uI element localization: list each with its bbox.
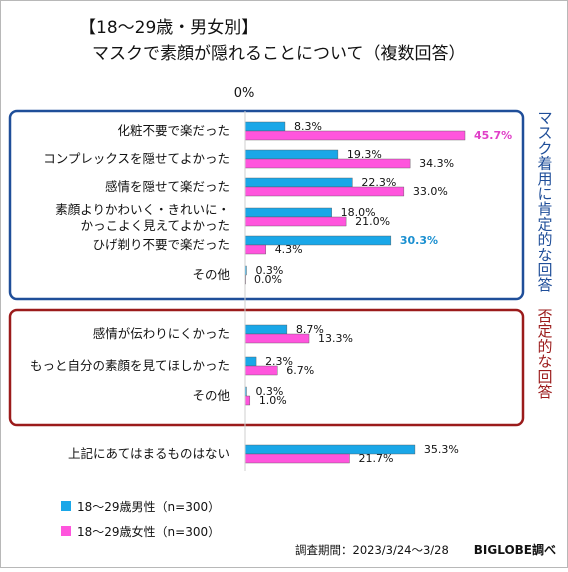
group-label: 否定的な回答: [537, 307, 552, 401]
value-label: 21.0%: [355, 215, 390, 228]
bar: [244, 356, 257, 367]
bar: [244, 216, 347, 227]
value-label: 8.3%: [294, 120, 322, 133]
value-label: 1.0%: [259, 394, 287, 407]
bar: [244, 324, 288, 335]
value-label: 34.3%: [419, 157, 454, 170]
group-label: マスク着用に肯定的な回答: [537, 109, 552, 294]
category-label: その他: [192, 267, 230, 282]
chart-title-line1: 【18〜29歳・男女別】: [79, 18, 258, 38]
legend-swatch-male: [61, 501, 71, 511]
bar: [244, 235, 392, 246]
value-label: 45.7%: [474, 129, 512, 142]
value-label: 0.3%: [255, 264, 283, 277]
value-label: 35.3%: [424, 443, 459, 456]
value-label: 4.3%: [275, 243, 303, 256]
zero-axis-label: 0%: [234, 86, 255, 101]
category-label: 感情を隠せて楽だった: [105, 179, 230, 194]
chart-title-line2: マスクで素顔が隠れることについて（複数回答）: [92, 44, 466, 64]
bar: [244, 453, 350, 464]
value-label: 6.7%: [286, 364, 314, 377]
value-label: 0.3%: [255, 385, 283, 398]
value-label: 30.3%: [400, 234, 438, 247]
value-label: 21.7%: [358, 452, 393, 465]
bar: [244, 207, 332, 218]
category-label: 感情が伝わりにくかった: [93, 326, 230, 341]
bar: [244, 177, 353, 188]
category-label: コンプレックスを隠せてよかった: [43, 151, 230, 166]
value-label: 33.0%: [413, 185, 448, 198]
value-label: 8.7%: [296, 323, 324, 336]
bar: [244, 244, 266, 255]
bar: [244, 158, 411, 169]
bar: [244, 149, 339, 160]
legend-label-male: 18〜29歳男性（n=300）: [77, 500, 220, 514]
value-label: 0.0%: [254, 273, 282, 286]
category-label: 化粧不要で楽だった: [117, 123, 230, 138]
value-label: 13.3%: [318, 332, 353, 345]
negative-group-box: [8, 308, 525, 427]
category-label: 上記にあてはまるものはない: [68, 446, 230, 461]
positive-group-box: [8, 109, 525, 301]
legend-label-female: 18〜29歳女性（n=300）: [77, 524, 220, 539]
legend-swatch-female: [61, 526, 71, 536]
category-label: もっと自分の素顔を見てほしかった: [30, 358, 230, 373]
survey-period: 調査期間：2023/3/24〜3/28: [295, 543, 449, 557]
bar: [244, 121, 286, 132]
bar: [244, 395, 251, 406]
category-label: 素顔よりかわいく・きれいに・かっこよく見えてよかった: [55, 202, 230, 233]
value-label: 19.3%: [347, 148, 382, 161]
bar: [244, 130, 466, 141]
source-credit: BIGLOBE調べ: [474, 542, 556, 557]
category-label: ひげ剃り不要で楽だった: [92, 237, 230, 252]
value-label: 2.3%: [265, 355, 293, 368]
value-label: 22.3%: [361, 176, 396, 189]
category-label: その他: [192, 388, 230, 403]
value-label: 18.0%: [341, 206, 376, 219]
